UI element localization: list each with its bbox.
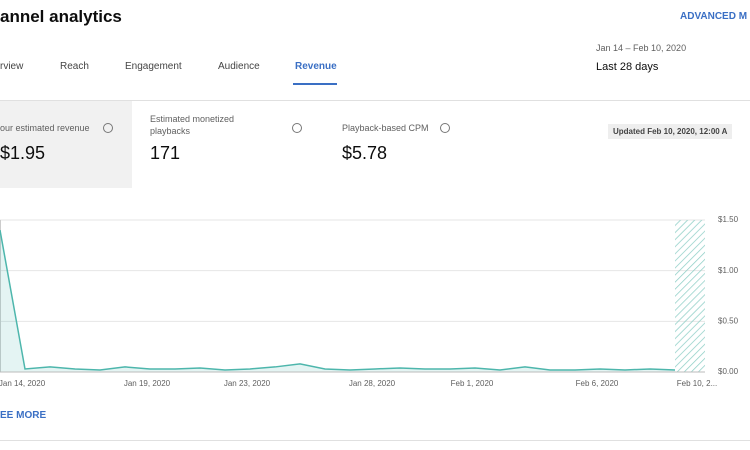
tab[interactable]: Audience bbox=[218, 61, 260, 72]
y-tick-label: $1.00 bbox=[718, 266, 739, 275]
divider bbox=[0, 440, 750, 441]
estimate-hatch bbox=[675, 220, 705, 372]
x-tick-label: Jan 23, 2020 bbox=[224, 379, 271, 388]
info-icon[interactable] bbox=[292, 123, 302, 133]
date-range: Jan 14 – Feb 10, 2020 bbox=[596, 43, 687, 53]
card-selected[interactable] bbox=[0, 101, 132, 188]
tab[interactable]: Engagement bbox=[125, 61, 182, 72]
card-value: $5.78 bbox=[342, 143, 388, 163]
tab[interactable]: Reach bbox=[60, 61, 89, 72]
tab[interactable]: rview bbox=[0, 61, 24, 72]
updated-badge: Updated Feb 10, 2020, 12:00 A bbox=[608, 124, 733, 139]
x-tick-label: Jan 14, 2020 bbox=[0, 379, 46, 388]
card-value: $1.95 bbox=[0, 143, 46, 163]
area bbox=[0, 230, 675, 372]
advanced-mode[interactable]: ADVANCED M bbox=[680, 11, 748, 22]
see-more[interactable]: EE MORE bbox=[0, 410, 47, 421]
info-icon[interactable] bbox=[103, 123, 113, 133]
x-tick-label: Feb 10, 2... bbox=[677, 379, 717, 388]
y-tick-label: $0.50 bbox=[718, 316, 739, 325]
x-tick-label: Feb 6, 2020 bbox=[576, 379, 619, 388]
y-tick-label: $0.00 bbox=[718, 367, 739, 376]
card-label: Estimated monetized playbacks bbox=[150, 114, 235, 136]
info-icon[interactable] bbox=[440, 123, 450, 133]
card-label: Playback-based CPM bbox=[342, 123, 429, 133]
card-value: 171 bbox=[150, 143, 181, 163]
chart: $0.00 $0.50 $1.00 $1.50 Jan 14, 2020 Jan 19, … bbox=[0, 215, 739, 388]
divider bbox=[0, 100, 750, 101]
x-tick-label: Jan 19, 2020 bbox=[124, 379, 171, 388]
x-tick-label: Feb 1, 2020 bbox=[451, 379, 494, 388]
line bbox=[0, 230, 676, 371]
tab-active[interactable]: Revenue bbox=[295, 61, 337, 72]
page-title: annel analytics bbox=[0, 7, 122, 26]
period[interactable]: Last 28 days bbox=[596, 61, 659, 73]
y-tick-label: $1.50 bbox=[718, 215, 739, 224]
tab-underline bbox=[293, 83, 337, 85]
x-tick-label: Jan 28, 2020 bbox=[349, 379, 396, 388]
card-label: our estimated revenue bbox=[0, 123, 90, 133]
